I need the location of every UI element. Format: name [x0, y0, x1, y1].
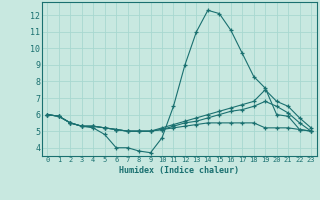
X-axis label: Humidex (Indice chaleur): Humidex (Indice chaleur) [119, 166, 239, 175]
